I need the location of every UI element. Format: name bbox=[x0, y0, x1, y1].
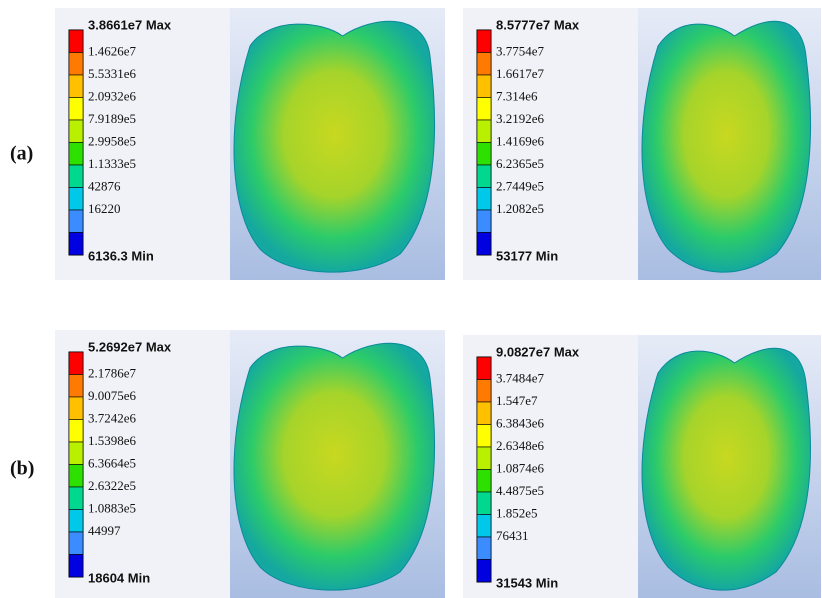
legend-label: 3.2192e6 bbox=[496, 111, 545, 126]
legend-label: 42876 bbox=[88, 178, 121, 193]
legend-swatch bbox=[477, 402, 491, 425]
legend-swatch bbox=[69, 487, 83, 510]
legend-label: 1.6617e7 bbox=[496, 66, 545, 81]
legend-label: 2.7449e5 bbox=[496, 178, 544, 193]
legend-label: 6.2365e5 bbox=[496, 156, 544, 171]
legend-label: 7.9189e5 bbox=[88, 111, 136, 126]
legend-swatch bbox=[69, 233, 83, 256]
legend-swatch bbox=[69, 165, 83, 188]
legend-swatch bbox=[69, 30, 83, 53]
panel: 5.2692e7 Max 2.1786e7 9.0075e6 3.7242e6 1.53… bbox=[55, 330, 445, 598]
legend-swatch bbox=[477, 30, 491, 53]
legend-swatch bbox=[477, 560, 491, 583]
legend-label: 3.8661e7 Max bbox=[88, 17, 172, 32]
legend-swatch bbox=[477, 357, 491, 380]
legend-swatch bbox=[477, 165, 491, 188]
panel: 8.5777e7 Max 3.7754e7 1.6617e7 7.314e6 3.219… bbox=[463, 8, 821, 280]
legend-label: 5.5331e6 bbox=[88, 66, 137, 81]
legend-swatch bbox=[69, 75, 83, 98]
legend-label: 1.4169e6 bbox=[496, 133, 545, 148]
legend-swatch bbox=[477, 53, 491, 76]
tooth-model bbox=[642, 348, 811, 590]
panel: 3.8661e7 Max 1.4626e7 5.5331e6 2.0932e6 7.91… bbox=[55, 8, 445, 280]
legend-label: 1.2082e5 bbox=[496, 201, 544, 216]
legend-label: 1.852e5 bbox=[496, 505, 538, 520]
legend-swatch bbox=[69, 532, 83, 555]
legend-label: 4.4875e5 bbox=[496, 483, 544, 498]
legend-label: 3.7484e7 bbox=[496, 370, 545, 385]
legend-label: 1.4626e7 bbox=[88, 43, 137, 58]
legend-swatch bbox=[69, 98, 83, 121]
legend-swatch bbox=[69, 442, 83, 465]
legend-label: 1.0883e5 bbox=[88, 500, 136, 515]
legend-label: 2.1786e7 bbox=[88, 365, 137, 380]
legend-swatch bbox=[477, 98, 491, 121]
legend-swatch bbox=[477, 233, 491, 256]
legend-swatch bbox=[477, 470, 491, 493]
legend-swatch bbox=[69, 120, 83, 143]
legend-label: 2.0932e6 bbox=[88, 88, 137, 103]
legend-swatch bbox=[477, 447, 491, 470]
legend-swatch bbox=[69, 352, 83, 375]
legend-swatch bbox=[477, 515, 491, 538]
legend-label: 8.5777e7 Max bbox=[496, 17, 580, 32]
legend-swatch bbox=[69, 210, 83, 233]
legend-swatch bbox=[69, 397, 83, 420]
legend-swatch bbox=[69, 188, 83, 211]
legend-label: 2.6348e6 bbox=[496, 438, 545, 453]
legend-label: 6.3664e5 bbox=[88, 455, 136, 470]
tooth-model bbox=[642, 21, 811, 272]
legend-swatch bbox=[69, 143, 83, 166]
legend-label: 18604 Min bbox=[88, 570, 150, 585]
figure: (a) 3.8661e7 Max 1.4626e7 5.5331e6 2.0932e6 7… bbox=[0, 0, 822, 598]
legend-label: 76431 bbox=[496, 528, 529, 543]
legend-swatch bbox=[69, 375, 83, 398]
legend-swatch bbox=[477, 537, 491, 560]
legend-label: 1.547e7 bbox=[496, 393, 538, 408]
legend-swatch bbox=[477, 380, 491, 403]
legend-label: 1.5398e6 bbox=[88, 433, 137, 448]
legend-label: 3.7242e6 bbox=[88, 410, 137, 425]
tooth-model bbox=[234, 343, 435, 590]
legend-label: 7.314e6 bbox=[496, 88, 538, 103]
legend-swatch bbox=[477, 143, 491, 166]
row-label: (b) bbox=[10, 458, 34, 480]
legend-swatch bbox=[477, 120, 491, 143]
legend-swatch bbox=[477, 188, 491, 211]
legend-label: 1.0874e6 bbox=[496, 460, 545, 475]
legend-swatch bbox=[69, 465, 83, 488]
legend-swatch bbox=[477, 425, 491, 448]
legend-label: 9.0827e7 Max bbox=[496, 344, 580, 359]
legend-swatch bbox=[477, 210, 491, 233]
tooth-model bbox=[234, 21, 435, 272]
legend-label: 16220 bbox=[88, 201, 121, 216]
legend-label: 2.9958e5 bbox=[88, 133, 136, 148]
legend-label: 3.7754e7 bbox=[496, 43, 545, 58]
legend-label: 1.1333e5 bbox=[88, 156, 136, 171]
legend-swatch bbox=[69, 420, 83, 443]
legend-label: 5.2692e7 Max bbox=[88, 339, 172, 354]
row-label: (a) bbox=[10, 143, 33, 165]
legend-label: 6136.3 Min bbox=[88, 248, 154, 263]
legend-swatch bbox=[69, 510, 83, 533]
legend-label: 31543 Min bbox=[496, 575, 558, 590]
legend-swatch bbox=[69, 555, 83, 578]
legend-label: 9.0075e6 bbox=[88, 388, 137, 403]
legend-swatch bbox=[477, 75, 491, 98]
legend-label: 44997 bbox=[88, 523, 121, 538]
legend-swatch bbox=[477, 492, 491, 515]
legend-label: 6.3843e6 bbox=[496, 415, 545, 430]
legend-label: 53177 Min bbox=[496, 248, 558, 263]
legend-label: 2.6322e5 bbox=[88, 478, 136, 493]
legend-swatch bbox=[69, 53, 83, 76]
panel: 9.0827e7 Max 3.7484e7 1.547e7 6.3843e6 2.634… bbox=[463, 335, 821, 598]
